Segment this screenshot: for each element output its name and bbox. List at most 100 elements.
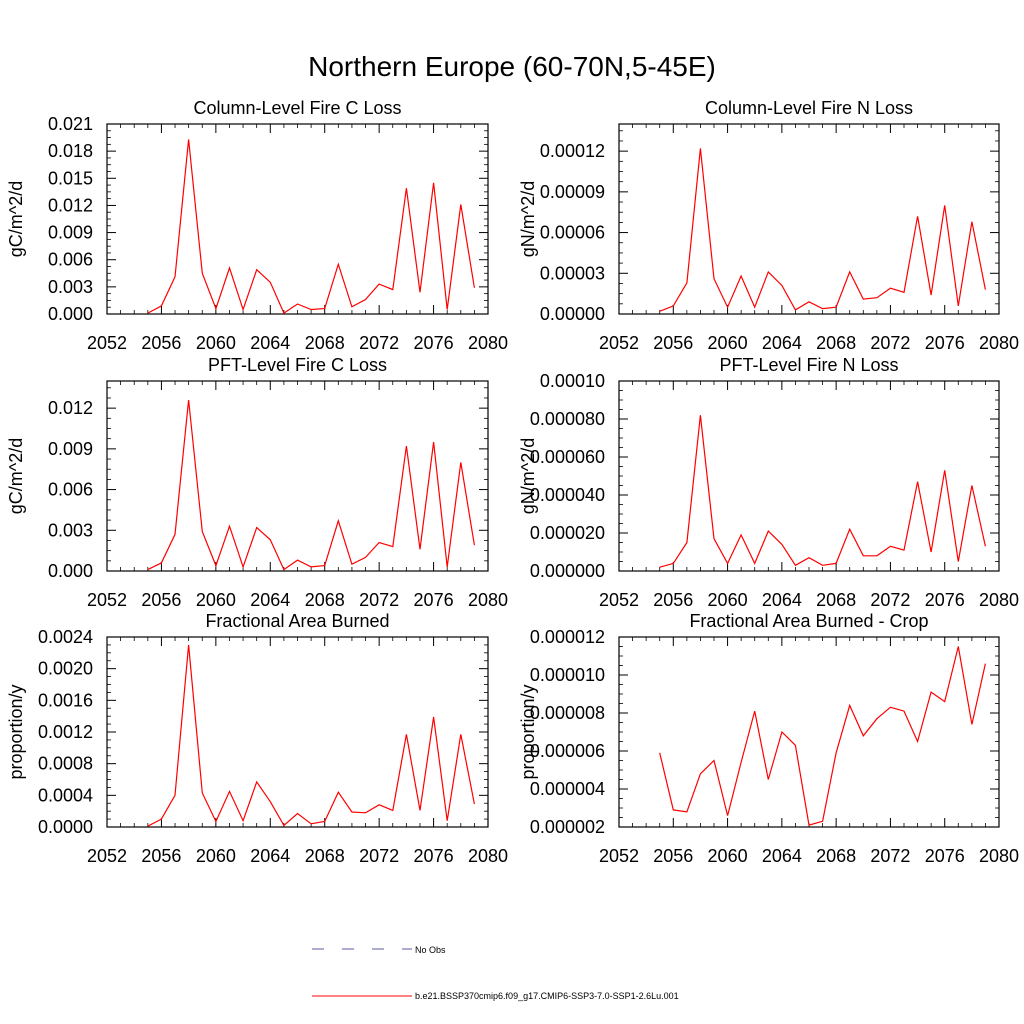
- x-tick-label: 2064: [762, 333, 802, 353]
- y-tick-label: 0.000002: [530, 817, 605, 837]
- y-tick-label: 0.009: [48, 223, 93, 243]
- panel-title: Fractional Area Burned - Crop: [689, 611, 928, 631]
- x-tick-label: 2056: [653, 333, 693, 353]
- y-tick-label: 0.009: [48, 439, 93, 459]
- y-tick-label: 0.0004: [38, 785, 93, 805]
- x-tick-label: 2080: [468, 590, 508, 610]
- x-tick-label: 2052: [599, 846, 639, 866]
- panel-title: Fractional Area Burned: [205, 611, 389, 631]
- x-tick-label: 2068: [816, 333, 856, 353]
- x-tick-label: 2052: [599, 590, 639, 610]
- x-tick-label: 2056: [653, 846, 693, 866]
- x-tick-label: 2072: [359, 846, 399, 866]
- x-tick-label: 2068: [305, 590, 345, 610]
- y-tick-label: 0.015: [48, 168, 93, 188]
- x-tick-label: 2080: [979, 590, 1019, 610]
- x-tick-label: 2072: [359, 590, 399, 610]
- y-tick-label: 0.00012: [540, 141, 605, 161]
- chart-panel-4: PFT-Level Fire N Loss gN/m^2/d 2052 2056 206…: [518, 355, 1019, 610]
- y-tick-label: 0.000010: [530, 665, 605, 685]
- x-tick-label: 2076: [925, 590, 965, 610]
- x-tick-label: 2060: [196, 590, 236, 610]
- y-tick-label: 0.000040: [530, 485, 605, 505]
- y-axis-label: gN/m^2/d: [518, 181, 538, 257]
- y-axis-label: gC/m^2/d: [6, 181, 26, 257]
- y-tick-label: 0.003: [48, 277, 93, 297]
- x-tick-label: 2072: [870, 846, 910, 866]
- x-tick-label: 2080: [468, 846, 508, 866]
- x-tick-label: 2072: [359, 333, 399, 353]
- y-tick-label: 0.000006: [530, 741, 605, 761]
- legend-obs-label: No Obs: [415, 945, 446, 955]
- x-tick-label: 2076: [414, 333, 454, 353]
- x-tick-label: 2072: [870, 590, 910, 610]
- series-line-model: [147, 644, 475, 827]
- x-tick-label: 2052: [87, 846, 127, 866]
- panels: Column-Level Fire C Loss gC/m^2/d 2052 2056…: [6, 98, 1019, 866]
- y-tick-label: 0.000: [48, 304, 93, 324]
- x-tick-label: 2056: [141, 333, 181, 353]
- chart-panel-1: Column-Level Fire C Loss gC/m^2/d 2052 2056…: [6, 98, 508, 353]
- y-tick-label: 0.000060: [530, 447, 605, 467]
- legend: No Obs b.e21.BSSP370cmip6.f09_g17.CMIP6-…: [312, 945, 679, 1001]
- x-tick-label: 2064: [762, 846, 802, 866]
- x-tick-label: 2052: [599, 333, 639, 353]
- plot-frame: [106, 380, 489, 572]
- y-tick-label: 0.0024: [38, 627, 93, 647]
- y-tick-label: 0.006: [48, 250, 93, 270]
- y-axis-label: gN/m^2/d: [518, 438, 538, 514]
- chart-panel-6: Fractional Area Burned - Crop proportion/…: [518, 611, 1019, 866]
- x-tick-label: 2068: [305, 846, 345, 866]
- x-tick-label: 2060: [708, 333, 748, 353]
- x-tick-label: 2076: [925, 846, 965, 866]
- plot-frame: [106, 123, 489, 315]
- chart-panel-3: PFT-Level Fire C Loss gC/m^2/d 2052 2056 206…: [6, 355, 508, 610]
- y-tick-label: 0.00010: [540, 371, 605, 391]
- x-tick-label: 2060: [196, 333, 236, 353]
- y-tick-label: 0.0012: [38, 722, 93, 742]
- x-tick-label: 2060: [708, 846, 748, 866]
- x-tick-label: 2056: [141, 590, 181, 610]
- y-tick-label: 0.0008: [38, 754, 93, 774]
- y-tick-label: 0.0016: [38, 690, 93, 710]
- panel-title: Column-Level Fire C Loss: [193, 98, 401, 118]
- panel-title: PFT-Level Fire C Loss: [208, 355, 387, 375]
- x-tick-label: 2064: [762, 590, 802, 610]
- x-tick-label: 2068: [305, 333, 345, 353]
- x-tick-label: 2068: [816, 846, 856, 866]
- y-axis-label: proportion/y: [518, 684, 538, 779]
- panel-title: PFT-Level Fire N Loss: [719, 355, 898, 375]
- y-tick-label: 0.00006: [540, 223, 605, 243]
- y-tick-label: 0.00000: [540, 304, 605, 324]
- y-tick-label: 0.000: [48, 561, 93, 581]
- series-line-model: [147, 399, 475, 571]
- panel-title: Column-Level Fire N Loss: [705, 98, 913, 118]
- x-tick-label: 2076: [414, 846, 454, 866]
- y-tick-label: 0.012: [48, 398, 93, 418]
- legend-model-label: b.e21.BSSP370cmip6.f09_g17.CMIP6-SSP3-7.…: [415, 991, 679, 1001]
- x-tick-label: 2080: [468, 333, 508, 353]
- x-tick-label: 2076: [414, 590, 454, 610]
- y-tick-label: 0.00009: [540, 182, 605, 202]
- y-tick-label: 0.018: [48, 141, 93, 161]
- x-tick-label: 2056: [141, 846, 181, 866]
- y-tick-label: 0.012: [48, 195, 93, 215]
- y-tick-label: 0.000008: [530, 703, 605, 723]
- x-tick-label: 2080: [979, 846, 1019, 866]
- x-tick-label: 2056: [653, 590, 693, 610]
- y-tick-label: 0.000000: [530, 561, 605, 581]
- x-tick-label: 2072: [870, 333, 910, 353]
- x-tick-label: 2060: [196, 846, 236, 866]
- y-tick-label: 0.006: [48, 480, 93, 500]
- series-line-model: [659, 646, 986, 826]
- y-axis-label: proportion/y: [6, 684, 26, 779]
- series-line-model: [147, 139, 475, 314]
- x-tick-label: 2052: [87, 333, 127, 353]
- x-tick-label: 2068: [816, 590, 856, 610]
- y-tick-label: 0.000080: [530, 409, 605, 429]
- plot-frame: [618, 636, 1000, 828]
- y-tick-label: 0.000020: [530, 523, 605, 543]
- x-tick-label: 2064: [250, 333, 290, 353]
- y-tick-label: 0.0020: [38, 659, 93, 679]
- chart-panel-2: Column-Level Fire N Loss gN/m^2/d 2052 2056…: [518, 98, 1019, 353]
